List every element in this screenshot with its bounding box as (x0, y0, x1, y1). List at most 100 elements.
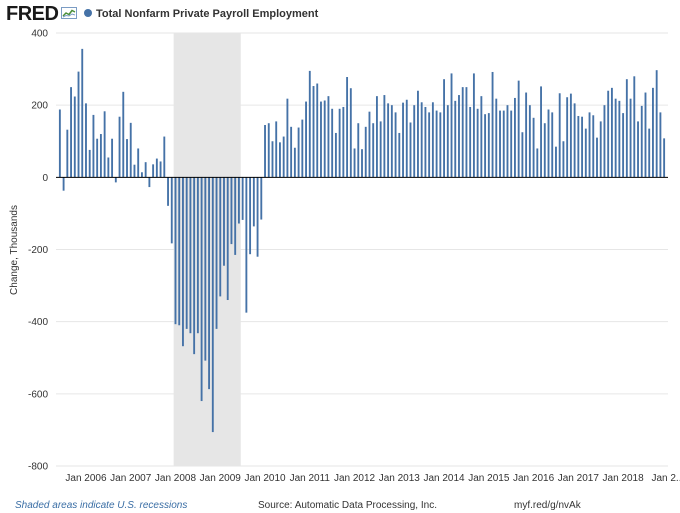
bar[interactable] (465, 87, 468, 178)
bar[interactable] (163, 136, 166, 178)
bar[interactable] (357, 123, 360, 178)
bar[interactable] (234, 177, 237, 255)
bar[interactable] (655, 70, 658, 178)
bar[interactable] (346, 77, 349, 178)
bar[interactable] (375, 96, 378, 178)
bar[interactable] (167, 177, 169, 206)
bar[interactable] (327, 96, 330, 178)
bar[interactable] (420, 102, 423, 178)
bar[interactable] (551, 112, 554, 178)
bar[interactable] (193, 177, 196, 355)
bar[interactable] (446, 105, 449, 178)
bar[interactable] (129, 122, 132, 178)
bar[interactable] (275, 121, 278, 178)
bar[interactable] (454, 100, 457, 178)
bar[interactable] (282, 136, 285, 178)
bar[interactable] (390, 105, 393, 178)
bar[interactable] (510, 110, 513, 178)
bar[interactable] (200, 177, 203, 402)
bar[interactable] (226, 177, 229, 301)
bar[interactable] (502, 110, 505, 178)
bar[interactable] (625, 79, 628, 178)
bar[interactable] (443, 79, 445, 178)
bar[interactable] (264, 125, 266, 178)
bar[interactable] (596, 137, 598, 178)
bar[interactable] (450, 73, 453, 178)
bar[interactable] (144, 162, 147, 178)
bar[interactable] (62, 177, 65, 191)
bar[interactable] (316, 83, 319, 178)
bar[interactable] (133, 164, 136, 178)
bar[interactable] (241, 177, 244, 220)
bar[interactable] (566, 97, 569, 178)
bar[interactable] (219, 177, 222, 297)
bar[interactable] (252, 177, 255, 227)
bar[interactable] (99, 134, 102, 178)
bar[interactable] (323, 100, 326, 178)
bar[interactable] (536, 148, 539, 178)
fred-logo[interactable]: FRED (6, 3, 59, 25)
bar[interactable] (279, 142, 281, 178)
bar[interactable] (361, 149, 363, 178)
bar[interactable] (514, 97, 516, 178)
bar[interactable] (301, 119, 304, 178)
bar[interactable] (170, 177, 173, 244)
bar[interactable] (353, 148, 356, 178)
bar[interactable] (476, 108, 479, 178)
bar[interactable] (540, 86, 542, 178)
bar[interactable] (495, 98, 498, 178)
bar[interactable] (114, 177, 117, 183)
bar[interactable] (81, 48, 84, 178)
bar[interactable] (96, 138, 99, 178)
bar[interactable] (70, 87, 72, 178)
bar[interactable] (644, 92, 647, 178)
bar[interactable] (555, 146, 557, 178)
bar[interactable] (331, 108, 334, 178)
bar[interactable] (633, 76, 636, 178)
bar[interactable] (293, 147, 296, 178)
bar[interactable] (223, 177, 225, 266)
bar[interactable] (648, 128, 651, 178)
bar[interactable] (413, 105, 416, 178)
bar[interactable] (521, 132, 524, 178)
bar[interactable] (140, 172, 143, 178)
bar[interactable] (152, 164, 155, 178)
bar[interactable] (88, 149, 91, 178)
bar[interactable] (118, 116, 121, 178)
bar[interactable] (349, 88, 352, 178)
bar[interactable] (637, 121, 639, 178)
short-url[interactable]: myf.red/g/nvAk (514, 500, 581, 511)
bar[interactable] (618, 100, 621, 178)
bar[interactable] (417, 90, 419, 178)
bar[interactable] (290, 126, 293, 178)
bar[interactable] (196, 177, 199, 334)
bar[interactable] (435, 110, 438, 178)
bar[interactable] (532, 117, 535, 178)
bar[interactable] (126, 139, 128, 178)
bar[interactable] (640, 105, 643, 178)
bar[interactable] (599, 121, 602, 178)
bar[interactable] (491, 71, 494, 178)
bar[interactable] (249, 177, 252, 255)
bar[interactable] (394, 112, 397, 178)
bar[interactable] (58, 109, 61, 178)
bar[interactable] (547, 109, 550, 178)
bar[interactable] (499, 110, 501, 178)
bar[interactable] (387, 103, 390, 178)
bar[interactable] (148, 177, 151, 188)
bar[interactable] (379, 121, 382, 178)
bar[interactable] (305, 101, 307, 178)
bar[interactable] (588, 112, 591, 178)
bar[interactable] (405, 99, 408, 178)
bar[interactable] (528, 105, 531, 178)
bar[interactable] (472, 73, 475, 178)
bar[interactable] (215, 177, 218, 329)
bar[interactable] (103, 111, 106, 178)
bar[interactable] (182, 177, 184, 347)
bar[interactable] (461, 87, 464, 178)
bar[interactable] (558, 93, 561, 178)
bar[interactable] (245, 177, 248, 313)
bar[interactable] (469, 106, 472, 178)
bar[interactable] (372, 123, 375, 178)
bar[interactable] (581, 116, 584, 178)
